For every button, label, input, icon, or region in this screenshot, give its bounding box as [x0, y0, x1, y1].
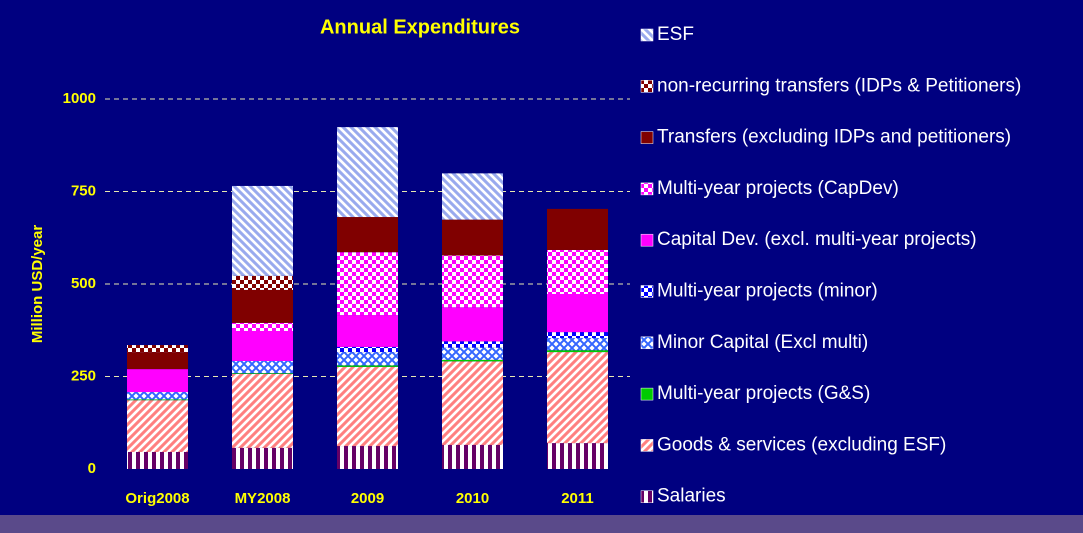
bar-segment — [232, 447, 293, 469]
bar-segment — [442, 255, 503, 308]
bar-segment — [127, 451, 188, 469]
bar-segment — [127, 392, 188, 400]
legend-swatch — [640, 28, 654, 42]
legend-swatch — [640, 182, 654, 196]
bar-segment — [232, 330, 293, 361]
bar-segment — [442, 347, 503, 360]
x-tick-label: MY2008 — [235, 490, 291, 507]
bar-segment — [127, 352, 188, 370]
bar-segment — [127, 399, 188, 401]
bar-segment — [232, 275, 293, 290]
bar-segment — [547, 249, 608, 294]
bar-segment — [547, 352, 608, 444]
y-tick-label: 750 — [71, 182, 96, 199]
legend-swatch — [640, 336, 654, 350]
legend-label: Capital Dev. (excl. multi-year projects) — [657, 229, 977, 250]
y-axis-label: Million USD/year — [29, 225, 46, 344]
bar-segment — [127, 400, 188, 452]
bar-segment — [547, 332, 608, 339]
bar-segment — [442, 219, 503, 256]
legend-swatch — [640, 131, 654, 144]
bar-segment — [337, 366, 398, 447]
bar-segment — [337, 365, 398, 367]
x-tick-label: Orig2008 — [125, 490, 189, 507]
legend-label: Multi-year projects (G&S) — [657, 383, 870, 404]
y-tick-label: 0 — [88, 460, 96, 477]
bottom-strip — [0, 515, 1083, 533]
x-tick-label: 2010 — [456, 490, 489, 507]
chart-title: Annual Expenditures — [320, 16, 520, 38]
bar-segment — [127, 369, 188, 393]
legend-label: Goods & services (excluding ESF) — [657, 434, 946, 455]
bar-segment — [547, 338, 608, 351]
legend-label: ESF — [657, 24, 694, 45]
bar-segment — [232, 185, 293, 276]
bar-segment — [232, 360, 293, 374]
bar-segment — [337, 127, 398, 218]
legend-swatch — [640, 439, 654, 452]
legend-label: Multi-year projects (CapDev) — [657, 178, 899, 199]
legend-label: non-recurring transfers (IDPs & Petition… — [657, 75, 1021, 96]
y-tick-label: 500 — [71, 275, 96, 292]
bar-segment — [442, 341, 503, 348]
bar-segment — [547, 350, 608, 353]
bar-segment — [442, 361, 503, 445]
x-tick-label: 2009 — [351, 490, 384, 507]
bar-segment — [337, 315, 398, 347]
x-tick-label: 2011 — [561, 490, 594, 507]
legend-label: Salaries — [657, 486, 726, 507]
bar-segment — [442, 307, 503, 342]
legend-swatch — [640, 233, 654, 247]
legend-label: Minor Capital (Excl multi) — [657, 332, 868, 353]
legend-swatch — [640, 387, 654, 401]
bar-segment — [337, 346, 398, 353]
bar-segment — [442, 444, 503, 469]
bar-segment — [547, 293, 608, 333]
y-tick-label: 250 — [71, 367, 96, 384]
y-tick-label: 1000 — [63, 90, 96, 107]
bar-segment — [232, 373, 293, 374]
bar-segment — [337, 352, 398, 366]
bar-segment — [337, 446, 398, 469]
bar-segment — [442, 173, 503, 220]
bar-segment — [232, 373, 293, 448]
legend-swatch — [640, 285, 654, 298]
bar-segment — [442, 359, 503, 362]
bar-segment — [232, 289, 293, 323]
legend-swatch — [640, 80, 654, 93]
bar-segment — [127, 345, 188, 353]
legend-swatch — [640, 490, 654, 503]
bar-segment — [337, 217, 398, 253]
bar-segment — [232, 322, 293, 331]
bar-segment — [337, 252, 398, 316]
legend-label: Transfers (excluding IDPs and petitioner… — [657, 127, 1011, 148]
bar-segment — [547, 208, 608, 250]
bar-segment — [547, 443, 608, 469]
legend-label: Multi-year projects (minor) — [657, 281, 878, 302]
